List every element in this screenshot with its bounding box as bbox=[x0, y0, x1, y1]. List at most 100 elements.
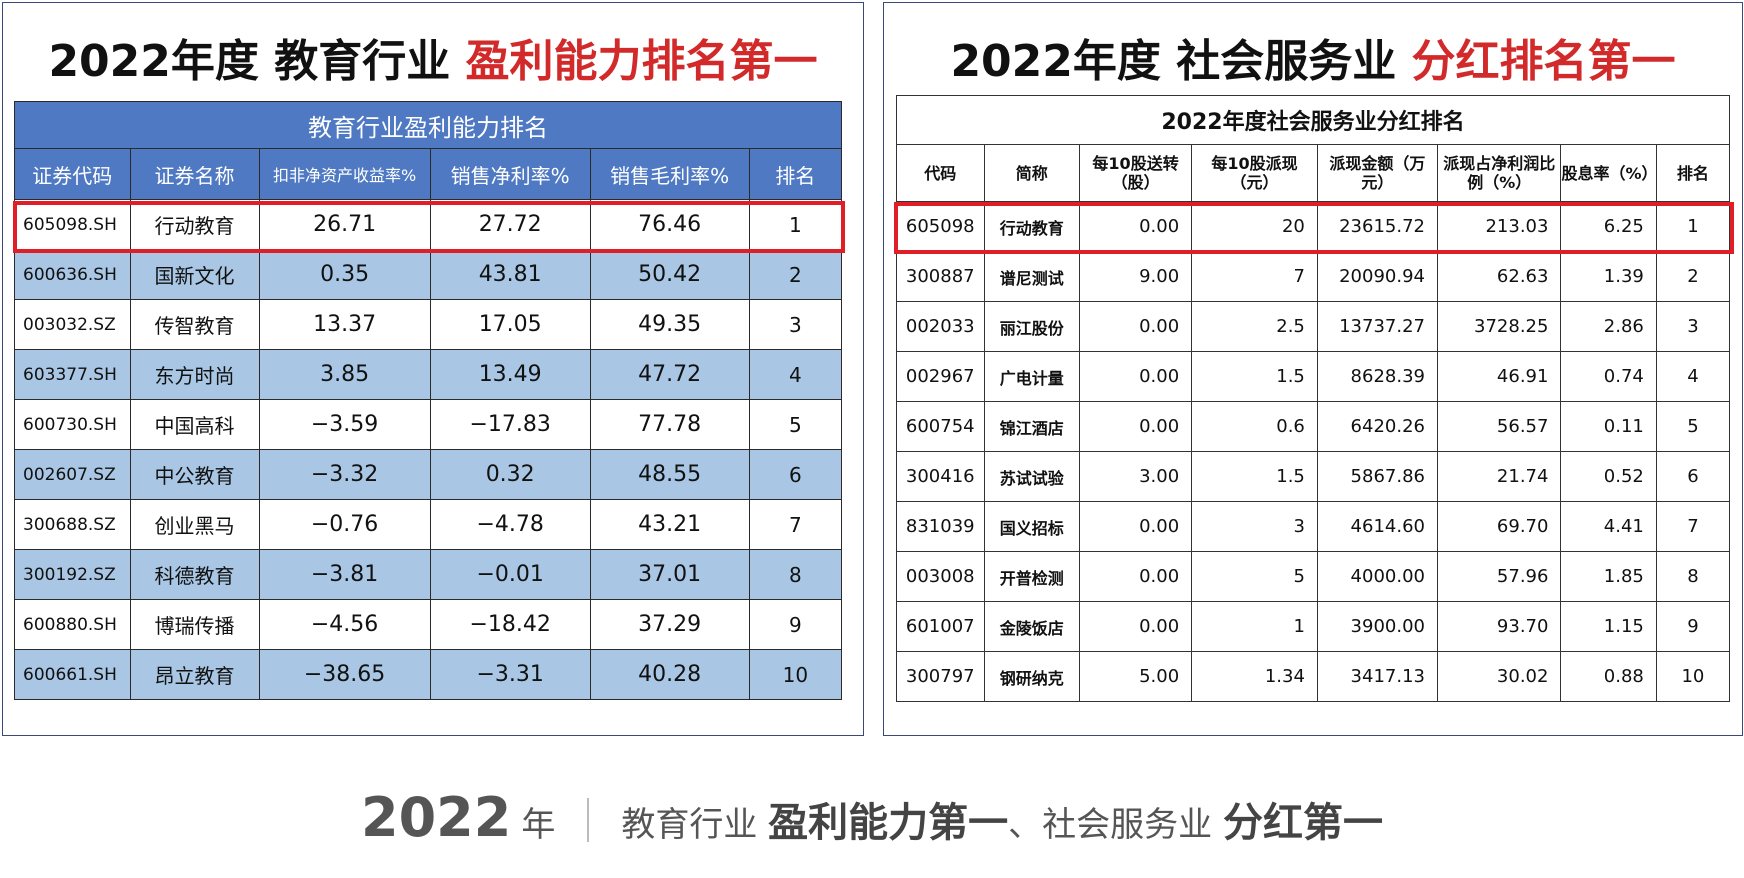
dividend-table-cell: 5 bbox=[1191, 551, 1318, 602]
dividend-table-cell: 20090.94 bbox=[1316, 251, 1438, 302]
dividend-header-cell: 代码 bbox=[896, 144, 985, 202]
edu-table-caption: 教育行业盈利能力排名 bbox=[14, 101, 842, 149]
dividend-header-cell: 股息率（%） bbox=[1560, 144, 1657, 202]
edu-table-cell: 13.49 bbox=[429, 349, 591, 400]
edu-table-cell: 43.21 bbox=[589, 499, 750, 550]
dividend-ranking-table: 2022年度社会服务业分红排名 代码 简称 每10股送转（股） 每10股派现（元） 派现… bbox=[896, 95, 1731, 702]
dividend-table-cell: 213.03 bbox=[1436, 201, 1562, 252]
dividend-table-cell: 9.00 bbox=[1078, 251, 1193, 302]
dividend-table-cell: 003008 bbox=[896, 551, 985, 602]
edu-table-cell: 76.46 bbox=[589, 199, 750, 250]
edu-table-cell: −18.42 bbox=[429, 599, 591, 650]
dividend-table-cell: 7 bbox=[1655, 501, 1731, 552]
dividend-table-cell: 62.63 bbox=[1436, 251, 1562, 302]
dividend-table-cell: 1 bbox=[1191, 601, 1318, 652]
edu-table-cell: −4.78 bbox=[429, 499, 591, 550]
dividend-table-cell: 3728.25 bbox=[1436, 301, 1562, 352]
edu-table-cell: −17.83 bbox=[429, 399, 591, 450]
dividend-table-cell: 0.52 bbox=[1560, 451, 1657, 502]
dividend-table-cell: 3.00 bbox=[1078, 451, 1193, 502]
dividend-table-cell: 7 bbox=[1191, 251, 1318, 302]
dividend-table-row: 002033 丽江股份 0.00 2.5 13737.27 3728.25 2.86 3 bbox=[896, 301, 1731, 352]
edu-table-cell: −38.65 bbox=[258, 649, 431, 700]
edu-table-cell: −4.56 bbox=[258, 599, 431, 650]
edu-table-cell: −3.81 bbox=[258, 549, 431, 600]
edu-table-body: 605098.SH 行动教育 26.71 27.72 76.46 1 600636.SH 国新… bbox=[14, 199, 843, 700]
edu-table-cell: 2 bbox=[748, 249, 843, 300]
dividend-table-cell: 605098 bbox=[896, 201, 985, 252]
edu-table-cell: 600661.SH bbox=[14, 649, 131, 700]
edu-table-cell: −0.76 bbox=[258, 499, 431, 550]
dividend-table-cell: 国义招标 bbox=[983, 501, 1080, 552]
dividend-table-cell: 3417.13 bbox=[1316, 651, 1438, 702]
dividend-table-cell: 13737.27 bbox=[1316, 301, 1438, 352]
dividend-table-cell: 1.5 bbox=[1191, 351, 1318, 402]
edu-table-cell: 东方时尚 bbox=[129, 349, 260, 400]
edu-table-cell: 300192.SZ bbox=[14, 549, 131, 600]
dividend-table-cell: 4 bbox=[1655, 351, 1731, 402]
edu-table-cell: −0.01 bbox=[429, 549, 591, 600]
dividend-table-row: 831039 国义招标 0.00 3 4614.60 69.70 4.41 7 bbox=[896, 501, 1731, 552]
edu-table-cell: 37.29 bbox=[589, 599, 750, 650]
dividend-header-cell: 派现金额（万元） bbox=[1316, 144, 1438, 202]
dividend-table-cell: 21.74 bbox=[1436, 451, 1562, 502]
dividend-table-cell: 46.91 bbox=[1436, 351, 1562, 402]
edu-table-row: 002607.SZ 中公教育 −3.32 0.32 48.55 6 bbox=[14, 449, 843, 500]
left-panel-title: 2022年度 教育行业 盈利能力排名第一 bbox=[3, 25, 863, 89]
edu-table-cell: 49.35 bbox=[589, 299, 750, 350]
footer-part2-strong: 分红第一 bbox=[1222, 800, 1383, 846]
dividend-table-row: 300887 谱尼测试 9.00 7 20090.94 62.63 1.39 2 bbox=[896, 251, 1731, 302]
dividend-table-row: 002967 广电计量 0.00 1.5 8628.39 46.91 0.74 4 bbox=[896, 351, 1731, 402]
dividend-table-cell: 0.00 bbox=[1078, 501, 1193, 552]
edu-table-cell: 1 bbox=[748, 199, 843, 250]
edu-table-cell: 0.35 bbox=[258, 249, 431, 300]
dividend-table-cell: 谱尼测试 bbox=[983, 251, 1080, 302]
edu-table-cell: 0.32 bbox=[429, 449, 591, 500]
dividend-table-cell: 5 bbox=[1655, 401, 1731, 452]
dividend-table-cell: 1.5 bbox=[1191, 451, 1318, 502]
dividend-table-row: 601007 金陵饭店 0.00 1 3900.00 93.70 1.15 9 bbox=[896, 601, 1731, 652]
dividend-table-cell: 1.85 bbox=[1560, 551, 1657, 602]
dividend-table-cell: 23615.72 bbox=[1316, 201, 1438, 252]
edu-table-cell: 605098.SH bbox=[14, 199, 131, 250]
edu-header-cell: 证券名称 bbox=[129, 148, 260, 200]
dividend-table-cell: 1.15 bbox=[1560, 601, 1657, 652]
left-title-main: 2022年度 教育行业 bbox=[48, 36, 466, 87]
dividend-header-cell: 简称 bbox=[983, 144, 1080, 202]
dividend-table-cell: 5867.86 bbox=[1316, 451, 1438, 502]
edu-table-row: 600636.SH 国新文化 0.35 43.81 50.42 2 bbox=[14, 249, 843, 300]
edu-header-cell: 销售毛利率% bbox=[589, 148, 750, 200]
edu-table-cell: 003032.SZ bbox=[14, 299, 131, 350]
dividend-table-cell: 6420.26 bbox=[1316, 401, 1438, 452]
dividend-table-cell: 行动教育 bbox=[983, 201, 1080, 252]
dividend-table-cell: 4000.00 bbox=[1316, 551, 1438, 602]
edu-table-cell: 5 bbox=[748, 399, 843, 450]
dividend-table-cell: 0.00 bbox=[1078, 601, 1193, 652]
dividend-table-cell: 0.00 bbox=[1078, 301, 1193, 352]
edu-table-cell: 10 bbox=[748, 649, 843, 700]
dividend-table-cell: 002033 bbox=[896, 301, 985, 352]
dividend-table-cell: 0.00 bbox=[1078, 201, 1193, 252]
dividend-table-cell: 9 bbox=[1655, 601, 1731, 652]
dividend-table-cell: 8 bbox=[1655, 551, 1731, 602]
edu-table-row: 003032.SZ 传智教育 13.37 17.05 49.35 3 bbox=[14, 299, 843, 350]
dividend-table-cell: 3 bbox=[1655, 301, 1731, 352]
dividend-table-cell: 6 bbox=[1655, 451, 1731, 502]
edu-table-cell: 国新文化 bbox=[129, 249, 260, 300]
dividend-table-row: 605098 行动教育 0.00 20 23615.72 213.03 6.25 1 bbox=[896, 201, 1731, 252]
dividend-table-cell: 金陵饭店 bbox=[983, 601, 1080, 652]
edu-table-cell: 600636.SH bbox=[14, 249, 131, 300]
dividend-table-cell: 1 bbox=[1655, 201, 1731, 252]
edu-table-cell: 9 bbox=[748, 599, 843, 650]
edu-table-cell: 6 bbox=[748, 449, 843, 500]
edu-table-cell: 77.78 bbox=[589, 399, 750, 450]
edu-table-header-row: 证券代码 证券名称 扣非净资产收益率% 销售净利率% 销售毛利率% 排名 bbox=[14, 148, 843, 200]
dividend-table-cell: 30.02 bbox=[1436, 651, 1562, 702]
edu-table-cell: 3.85 bbox=[258, 349, 431, 400]
edu-table-cell: 600730.SH bbox=[14, 399, 131, 450]
edu-table-cell: 中国高科 bbox=[129, 399, 260, 450]
dividend-header-cell: 每10股派现（元） bbox=[1191, 144, 1318, 202]
dividend-table-cell: 苏试试验 bbox=[983, 451, 1080, 502]
dividend-table-cell: 5.00 bbox=[1078, 651, 1193, 702]
dividend-table-cell: 93.70 bbox=[1436, 601, 1562, 652]
